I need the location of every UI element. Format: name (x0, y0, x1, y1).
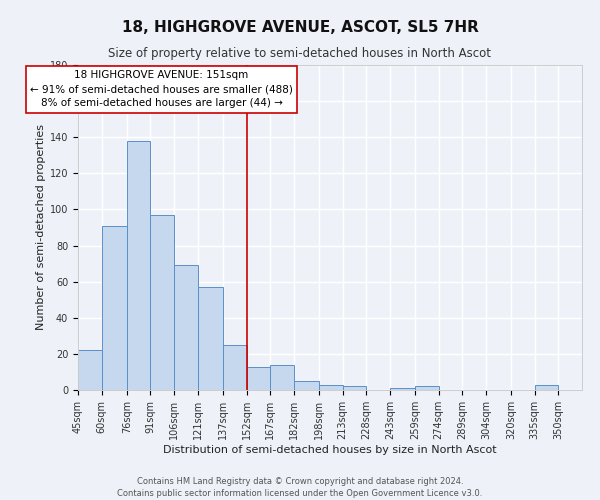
Text: 18, HIGHGROVE AVENUE, ASCOT, SL5 7HR: 18, HIGHGROVE AVENUE, ASCOT, SL5 7HR (122, 20, 478, 35)
Text: 18 HIGHGROVE AVENUE: 151sqm
← 91% of semi-detached houses are smaller (488)
8% o: 18 HIGHGROVE AVENUE: 151sqm ← 91% of sem… (30, 70, 293, 108)
Text: Size of property relative to semi-detached houses in North Ascot: Size of property relative to semi-detach… (109, 48, 491, 60)
Bar (101, 226, 127, 390)
Bar (247, 366, 270, 390)
X-axis label: Distribution of semi-detached houses by size in North Ascot: Distribution of semi-detached houses by … (163, 444, 497, 454)
Bar (343, 386, 366, 390)
Text: Contains HM Land Registry data © Crown copyright and database right 2024.
Contai: Contains HM Land Registry data © Crown c… (118, 476, 482, 498)
Bar (535, 384, 559, 390)
Bar (270, 364, 294, 390)
Bar (390, 388, 415, 390)
Bar (174, 266, 198, 390)
Bar (319, 384, 343, 390)
Bar (151, 215, 174, 390)
Y-axis label: Number of semi-detached properties: Number of semi-detached properties (35, 124, 46, 330)
Bar (294, 381, 319, 390)
Bar (198, 287, 223, 390)
Bar (223, 345, 247, 390)
Bar (415, 386, 439, 390)
Bar (127, 141, 151, 390)
Bar (78, 350, 101, 390)
